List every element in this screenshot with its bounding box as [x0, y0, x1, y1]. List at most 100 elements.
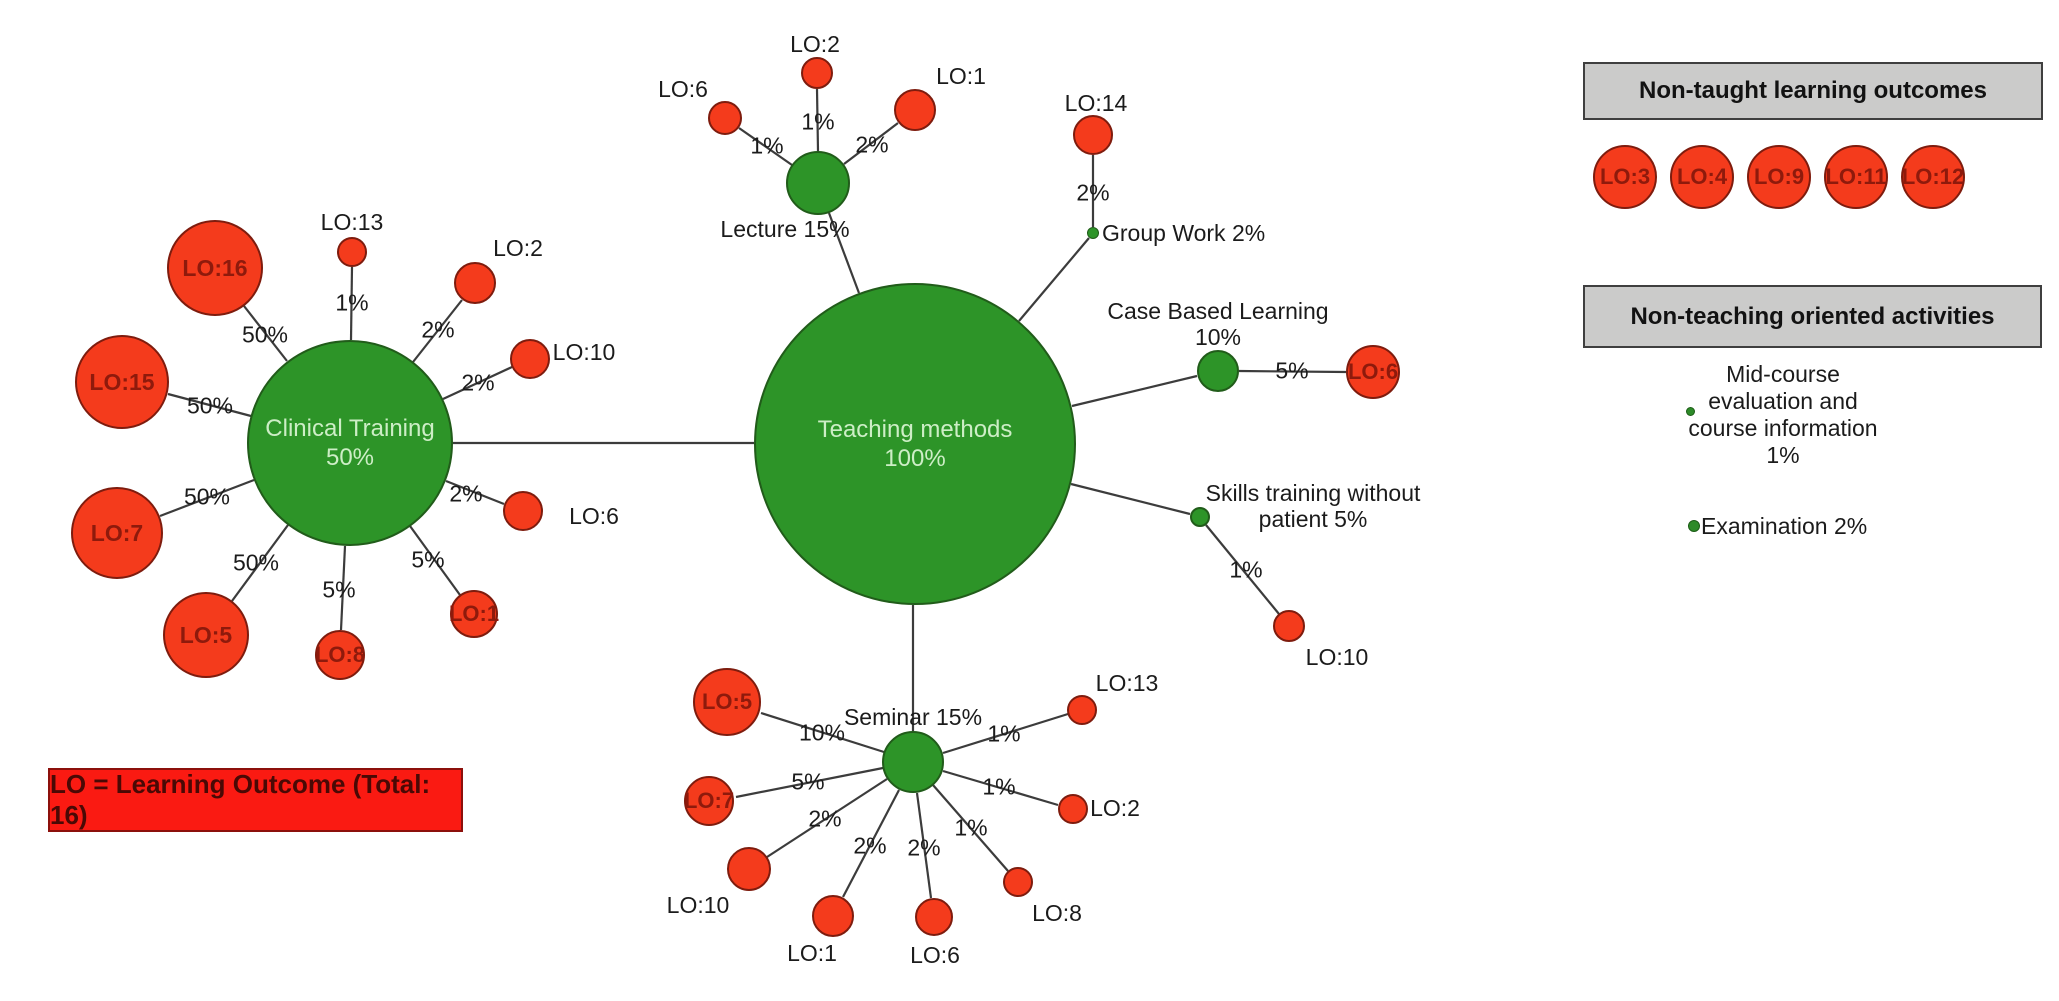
legend-non-taught-title: Non-taught learning outcomes: [1639, 77, 1987, 104]
node-clinical-lo10: [510, 339, 550, 379]
legend-non-taught-circles: LO:3 LO:4 LO:9 LO:11 LO:12: [1593, 145, 1965, 209]
label-case-based-lo6: LO:6: [1347, 358, 1399, 384]
edge-label: 50%: [186, 392, 234, 419]
legend-lo-circle: LO:3: [1593, 145, 1657, 209]
label-clinical-lo13: LO:13: [320, 209, 384, 235]
label-clinical-lo16: LO:16: [182, 254, 248, 281]
edge-label: 2%: [808, 805, 842, 832]
edge: [349, 266, 354, 341]
node-seminar-lo6: [915, 898, 953, 936]
edge-label: 5%: [322, 576, 356, 603]
label-group-work: Group Work 2%: [1102, 220, 1266, 246]
node-skills-lo10: [1273, 610, 1305, 642]
node-clinical-lo8: LO:8: [315, 630, 365, 680]
node-clinical-lo13: [337, 237, 367, 267]
label-lecture-lo2: LO:2: [790, 31, 840, 57]
node-seminar-lo7: LO:7: [684, 776, 734, 826]
edge: [445, 479, 505, 506]
edge: [231, 524, 289, 602]
label-clinical-lo7: LO:7: [90, 519, 144, 546]
label-clinical-lo5: LO:5: [179, 621, 233, 648]
midcourse-line-4: 1%: [1766, 442, 1800, 468]
legend-non-teaching-box: Non-teaching oriented activities: [1583, 285, 2042, 348]
edge-label: 1%: [335, 289, 369, 316]
edge-label: 2%: [907, 834, 941, 861]
label-case-based-learning: Case Based Learning 10%: [1107, 298, 1329, 350]
edge: [159, 478, 255, 518]
label-lecture: Lecture 15%: [720, 216, 850, 242]
edge: [442, 366, 513, 400]
node-seminar-lo5: LO:5: [693, 668, 761, 736]
node-clinical-lo7: LO:7: [71, 487, 163, 579]
label-skills-lo10: LO:10: [1305, 644, 1369, 670]
legend-lo-circle: LO:11: [1824, 145, 1888, 209]
edge-label: 1%: [801, 108, 835, 135]
label-clinical-lo2: LO:2: [493, 235, 543, 261]
label-seminar-lo5: LO:5: [701, 688, 753, 714]
node-case-based-lo6: LO:6: [1346, 345, 1400, 399]
footnote-label: LO = Learning Outcome (Total: 16): [50, 769, 431, 830]
edge-label: 2%: [449, 480, 483, 507]
label-lecture-lo6: LO:6: [658, 76, 708, 102]
edge: [735, 766, 884, 799]
node-clinical-lo2: [454, 262, 496, 304]
legend-non-taught-box: Non-taught learning outcomes: [1583, 62, 2043, 120]
edge-label: 2%: [1076, 179, 1110, 206]
edge-label: 2%: [421, 316, 455, 343]
edge-label: 1%: [1229, 556, 1263, 583]
edge: [738, 127, 793, 166]
node-clinical-lo5: LO:5: [163, 592, 249, 678]
node-group-work-lo14: [1073, 115, 1113, 155]
node-clinical-training: Clinical Training 50%: [247, 340, 453, 546]
edge: [339, 545, 347, 631]
label-seminar-lo1: LO:1: [787, 940, 837, 966]
edge-label: 50%: [241, 321, 289, 348]
label-lecture-lo1: LO:1: [936, 63, 986, 89]
midcourse-marker-dot: [1686, 407, 1695, 416]
label-seminar-lo7: LO:7: [683, 787, 735, 813]
node-seminar-lo13: [1067, 695, 1097, 725]
node-seminar-lo8: [1003, 867, 1033, 897]
edge: [760, 711, 885, 754]
node-clinical-lo15: LO:15: [75, 335, 169, 429]
node-lecture-lo1: [894, 89, 936, 131]
edge: [1070, 482, 1191, 516]
edge-label: 5%: [411, 546, 445, 573]
edge-label: 2%: [855, 131, 889, 158]
node-lecture-lo2: [801, 57, 833, 89]
label-seminar-lo2: LO:2: [1090, 795, 1140, 821]
node-seminar-lo1: [812, 895, 854, 937]
label-teaching-methods: Teaching methods 100%: [817, 415, 1013, 472]
edge: [827, 212, 861, 294]
edge: [815, 88, 820, 152]
node-seminar: [882, 731, 944, 793]
edge: [942, 769, 1059, 807]
midcourse-line-1: Mid-course: [1726, 361, 1840, 387]
edge: [1071, 374, 1198, 408]
node-seminar-lo2: [1058, 794, 1088, 824]
node-case-based-learning: [1197, 350, 1239, 392]
edge-label: 5%: [1275, 357, 1309, 384]
edge-label: 10%: [798, 719, 846, 746]
label-seminar-lo8: LO:8: [1032, 900, 1082, 926]
edge: [843, 122, 899, 165]
node-lecture-lo6: [708, 101, 742, 135]
edge: [766, 778, 888, 858]
edge-label: 50%: [232, 549, 280, 576]
legend-lo-circle: LO:4: [1670, 145, 1734, 209]
node-lecture: [786, 151, 850, 215]
label-clinical-training: Clinical Training 50%: [265, 414, 435, 471]
edge: [842, 789, 900, 898]
edge: [1018, 237, 1090, 322]
edge-label: 2%: [853, 832, 887, 859]
examination-label: Examination 2%: [1701, 513, 1868, 539]
edge: [1238, 369, 1347, 374]
node-clinical-lo16: LO:16: [167, 220, 263, 316]
label-clinical-lo15: LO:15: [89, 368, 155, 395]
edge-label: 1%: [954, 814, 988, 841]
edge: [915, 792, 933, 899]
edge-label: 2%: [461, 369, 495, 396]
label-clinical-lo8: LO:8: [314, 641, 366, 667]
